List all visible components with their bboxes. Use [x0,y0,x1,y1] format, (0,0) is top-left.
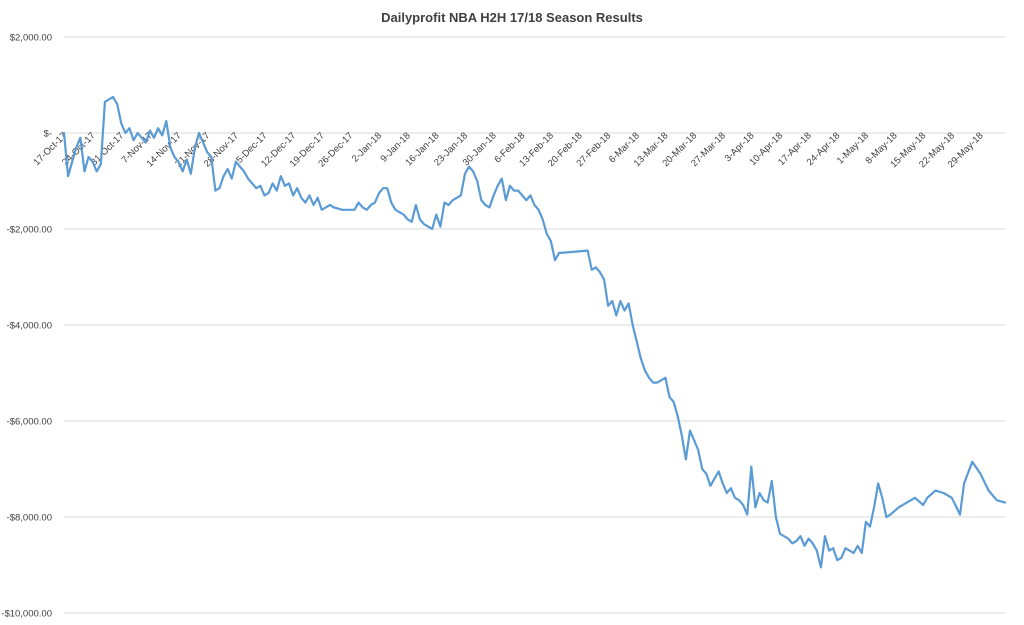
chart-title: Dailyprofit NBA H2H 17/18 Season Results [381,10,643,25]
y-tick-label: -$8,000.00 [7,513,52,524]
y-tick-label: -$4,000.00 [7,321,52,332]
y-axis-ticks: $2,000.00 $- -$2,000.00 -$4,000.00 -$6,000.0… [1,33,52,620]
series-layer [62,95,1007,569]
y-tick-label: -$10,000.00 [1,609,52,620]
y-tick-label: -$6,000.00 [7,417,52,428]
x-tick-label: 2-Jan-18 [350,130,384,164]
x-axis-ticks: 17-Oct-1724-Oct-1731-Oct-177-Nov-1714-No… [31,130,985,170]
y-tick-label: $- [44,129,52,140]
y-tick-label: -$2,000.00 [7,225,52,236]
gridlines [64,36,1005,614]
series-line [62,95,1007,569]
y-tick-label: $2,000.00 [10,33,52,44]
